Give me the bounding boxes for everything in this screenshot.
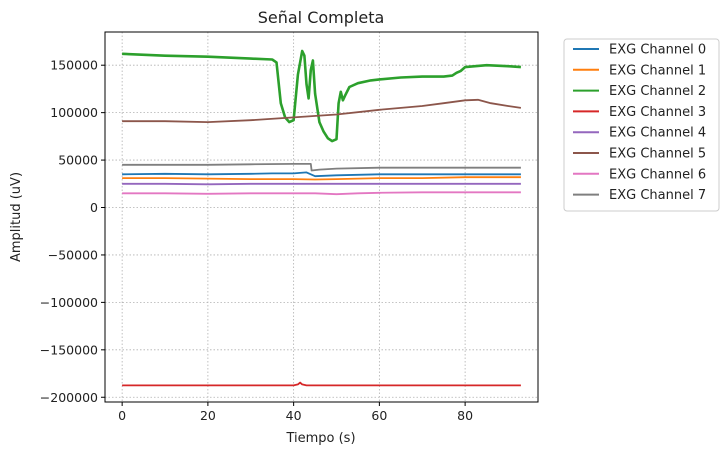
series-lines [122,49,522,387]
y-axis-title: Amplitud (uV) [9,172,24,262]
legend-label-0: EXG Channel 0 [609,43,706,58]
legend: EXG Channel 0 EXG Channel 1 EXG Channel 2 E… [563,38,720,212]
x-tick-label: 20 [200,408,216,423]
series-line-6 [122,191,521,196]
x-tick-label: 80 [457,408,473,423]
y-tick-label: −150000 [40,342,98,357]
y-axis-ticks: −200000 −150000 −100000 −50000 0 50000 100000 1… [40,58,105,405]
x-axis-ticks: 0 20 40 60 80 [118,402,473,423]
plot-frame [104,31,539,403]
legend-label-1: EXG Channel 1 [609,63,706,78]
x-tick-label: 40 [286,408,302,423]
y-tick-label: −50000 [48,247,98,262]
y-tick-label: −200000 [40,390,98,405]
grid [105,32,538,402]
series-line-3 [122,381,521,387]
chart-title: Señal Completa [258,8,385,27]
series-line-2 [122,49,521,143]
x-tick-label: 60 [371,408,387,423]
legend-frame [563,38,720,212]
legend-label-7: EXG Channel 7 [609,188,706,203]
x-axis-title: Tiempo (s) [285,431,355,446]
legend-label-3: EXG Channel 3 [609,105,706,120]
y-tick-label: 150000 [50,58,98,73]
legend-label-5: EXG Channel 5 [609,147,706,162]
series-line-0 [122,171,521,178]
x-tick-label: 0 [118,408,126,423]
series-line-4 [122,182,521,186]
legend-label-4: EXG Channel 4 [609,126,706,141]
y-tick-label: 100000 [50,105,98,120]
y-tick-label: −100000 [40,295,98,310]
series-line-1 [122,176,521,181]
series-line-5 [122,98,522,123]
series-line-7 [122,162,521,172]
y-tick-label: 50000 [58,153,98,168]
legend-label-6: EXG Channel 6 [609,167,706,182]
y-tick-label: 0 [90,200,98,215]
legend-label-2: EXG Channel 2 [609,84,706,99]
